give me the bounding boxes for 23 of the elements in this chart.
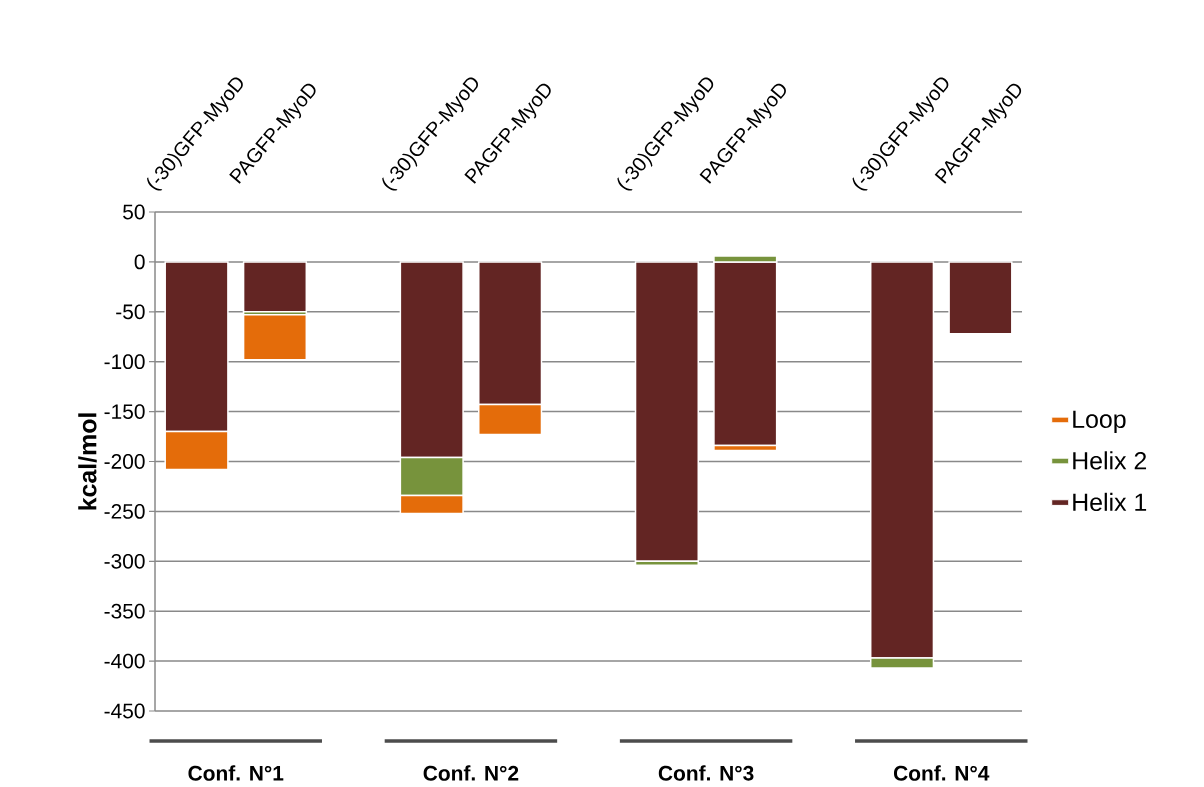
y-axis-title: kcal/mol [78, 413, 97, 510]
text: Conf. N°1 [188, 765, 284, 781]
y-tick-label: -100 [104, 354, 145, 370]
y-tick-label: -50 [116, 304, 145, 320]
bar [242, 261, 308, 313]
legend-label: Loop [1073, 410, 1126, 433]
y-tick-label: 50 [123, 204, 145, 220]
y-tick-label: -300 [104, 553, 145, 569]
text: Conf. N°3 [658, 765, 754, 781]
bar [242, 314, 308, 361]
text: Conf. N°2 [423, 765, 519, 781]
y-tick-label: -450 [104, 703, 145, 719]
legend-label: Helix 2 [1073, 451, 1147, 470]
y-tick-label: 0 [134, 254, 145, 270]
bar [634, 261, 700, 563]
y-tick-label: -350 [104, 603, 145, 619]
text: Conf. N°4 [893, 765, 990, 781]
legend-label: Helix 1 [1073, 492, 1147, 512]
y-tick-label: -250 [104, 503, 145, 519]
bar [948, 261, 1013, 335]
y-tick-label: -400 [104, 653, 145, 669]
y-tick-label: -200 [104, 454, 145, 469]
y-tick-label: -150 [104, 404, 145, 419]
